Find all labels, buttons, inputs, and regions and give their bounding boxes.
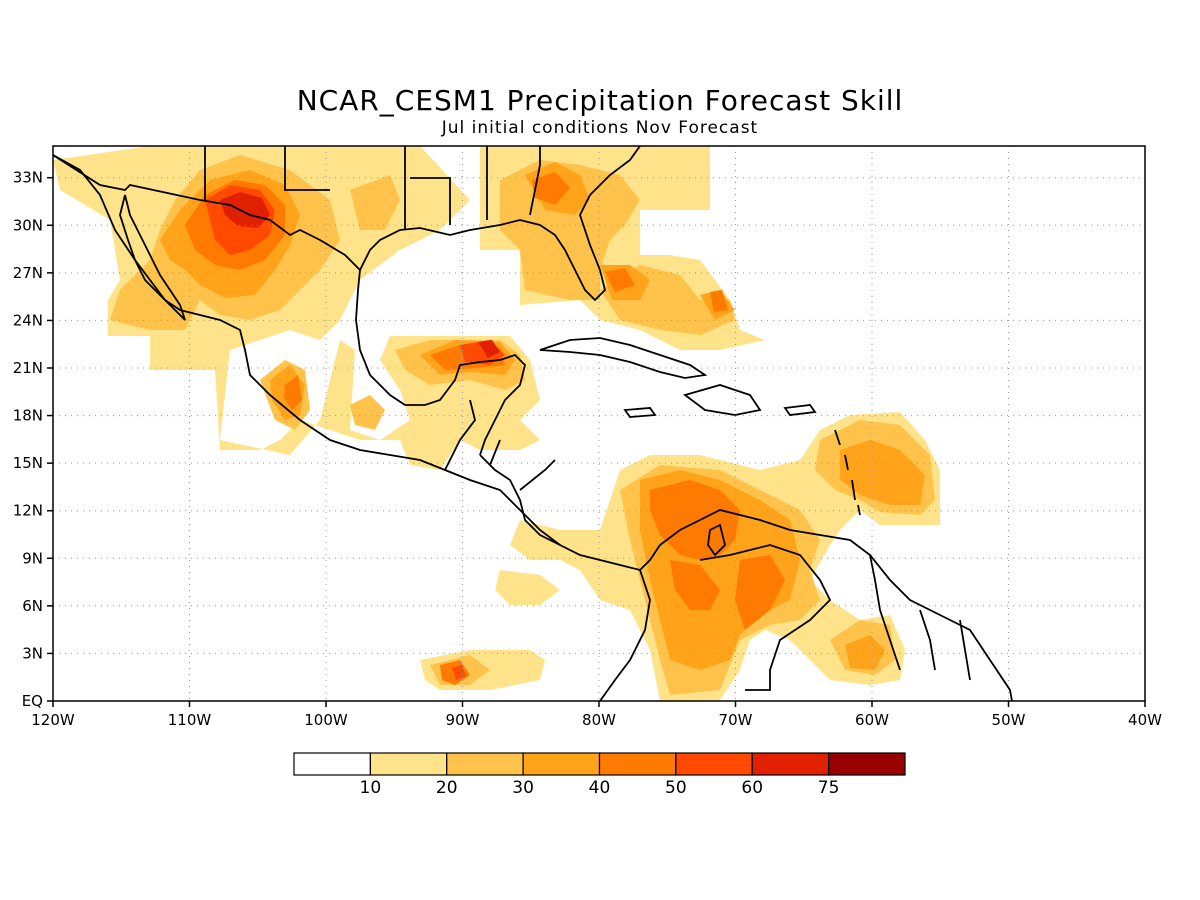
colorbar-swatch (751, 752, 830, 776)
colorbar-swatch (369, 752, 448, 776)
y-tick-label: 12N (13, 502, 43, 520)
x-tick-label: 110W (168, 711, 212, 729)
y-tick-label: 9N (22, 549, 43, 567)
colorbar-swatch (675, 752, 753, 776)
colorbar-swatch (598, 752, 677, 776)
colorbar: 10 20 30 40 50 60 75 (293, 752, 906, 798)
x-axis-ticks: 120W 110W 100W 90W 80W 70W 60W 50W 40W (31, 701, 1162, 729)
colorbar-label: 30 (512, 778, 534, 798)
colorbar-label: 10 (360, 778, 382, 798)
x-tick-label: 120W (31, 711, 75, 729)
y-tick-label: EQ (22, 692, 43, 710)
map-grid (53, 146, 1145, 701)
colorbar-label: 20 (436, 778, 458, 798)
colorbar-swatch (522, 752, 601, 776)
y-tick-label: 3N (22, 644, 43, 662)
y-tick-label: 24N (13, 311, 43, 329)
colorbar-label: 50 (665, 778, 687, 798)
missing-data-blocks (398, 210, 720, 336)
y-tick-label: 18N (13, 407, 43, 425)
x-tick-label: 100W (304, 711, 348, 729)
colorbar-swatch (828, 752, 906, 776)
x-tick-label: 70W (719, 711, 753, 729)
colorbar-swatch (446, 752, 524, 776)
skill-shading (53, 146, 940, 701)
y-tick-label: 15N (13, 454, 43, 472)
chart-title: NCAR_CESM1 Precipitation Forecast Skill (296, 84, 904, 117)
colorbar-label: 60 (741, 778, 763, 798)
chart-subtitle: Jul initial conditions Nov Forecast (441, 118, 759, 138)
coastlines (53, 146, 1013, 701)
x-tick-label: 40W (1128, 711, 1162, 729)
y-tick-label: 21N (13, 359, 43, 377)
y-tick-label: 33N (13, 169, 43, 187)
y-tick-label: 27N (13, 264, 43, 282)
skill-contour-60 (220, 192, 500, 358)
x-tick-label: 80W (582, 711, 616, 729)
colorbar-label: 40 (589, 778, 611, 798)
x-tick-label: 50W (992, 711, 1026, 729)
x-tick-label: 60W (855, 711, 889, 729)
colorbar-swatch (293, 752, 371, 776)
y-tick-label: 6N (22, 597, 43, 615)
y-axis-ticks: EQ 3N 6N 9N 12N 15N 18N 21N 24N 27N 30N 33N (13, 169, 53, 710)
y-tick-label: 30N (13, 216, 43, 234)
x-tick-label: 90W (446, 711, 480, 729)
colorbar-label: 75 (818, 778, 840, 798)
